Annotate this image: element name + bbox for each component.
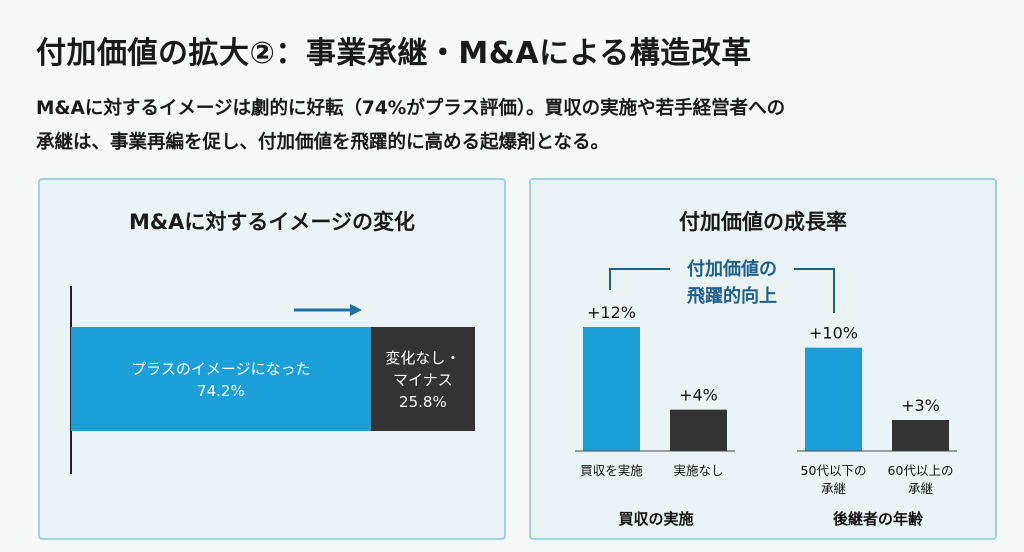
category-label-2-2-line-1: 60代以上の — [888, 463, 954, 478]
lead-line-2: 承継は、事業再編を促し、付加価値を飛躍的に高める起爆剤となる。 — [36, 132, 609, 153]
segment-label-1-line-2: 74.2% — [197, 382, 245, 400]
stacked-bar-segment-1 — [71, 327, 371, 431]
lead-line-1: M&Aに対するイメージは劇的に好転（74%がプラス評価）。買収の実施や若手経営者… — [36, 98, 786, 119]
change-arrow-head — [350, 304, 362, 316]
bar-value-label-1-2: +4% — [679, 386, 718, 405]
image-change-panel: M&Aに対するイメージの変化 プラスのイメージになった 74.2% 変化なし・マイナ… — [38, 178, 506, 540]
group-label-2: 後継者の年齢 — [832, 510, 924, 528]
growth-rate-chart: +12%買収を実施+4%実施なし買収の実施+10%50代以下の承継+3%60代以… — [575, 258, 957, 528]
annotation-bracket-left — [609, 268, 670, 290]
category-label-2-1-line-2: 承継 — [821, 481, 846, 496]
bar-value-label-2-2: +3% — [901, 396, 940, 415]
bar-value-label-1-1: +12% — [587, 303, 636, 322]
category-label-2-2-line-2: 承継 — [908, 481, 933, 496]
stacked-bar-segment-2 — [370, 327, 475, 431]
annotation-text-line-2: 飛躍的向上 — [687, 285, 777, 307]
category-label-1-2-line-1: 実施なし — [673, 463, 723, 478]
bar-1-1 — [583, 327, 640, 451]
bar-2-2 — [892, 420, 949, 451]
bar-2-1 — [805, 347, 862, 451]
annotation-text-line-1: 付加価値の — [687, 258, 777, 280]
growth-rate-chart-title: 付加価値の成長率 — [679, 210, 847, 234]
growth-rate-panel: 付加価値の成長率 +12% 買収を実施 +4% 実施なし買収の実施 +10% 50代以下の… — [529, 178, 997, 540]
segment-label-2-line-2: マイナス — [393, 371, 453, 389]
page-title: 付加価値の拡大②：事業承継・M&Aによる構造改革 — [36, 36, 752, 71]
category-label-1-1-line-1: 買収を実施 — [580, 463, 643, 478]
image-change-chart-title: M&Aに対するイメージの変化 — [128, 210, 416, 234]
lead-text: M&Aに対するイメージは劇的に好転（74%がプラス評価）。買収の実施や若手経営者… — [36, 92, 996, 160]
bar-value-label-2-1: +10% — [809, 324, 858, 343]
segment-label-1-line-1: プラスのイメージになった — [131, 360, 310, 378]
category-label-2-1-line-1: 50代以下の — [801, 463, 867, 478]
group-label-1: 買収の実施 — [618, 510, 693, 528]
image-change-chart: プラスのイメージになった 74.2% 変化なし・マイナス 25.8% — [70, 286, 475, 474]
annotation-bracket-right — [794, 268, 835, 313]
segment-label-2-line-1: 変化なし・ — [385, 349, 460, 367]
bar-1-2 — [670, 409, 727, 451]
segment-label-2-line-3: 25.8% — [399, 393, 447, 411]
